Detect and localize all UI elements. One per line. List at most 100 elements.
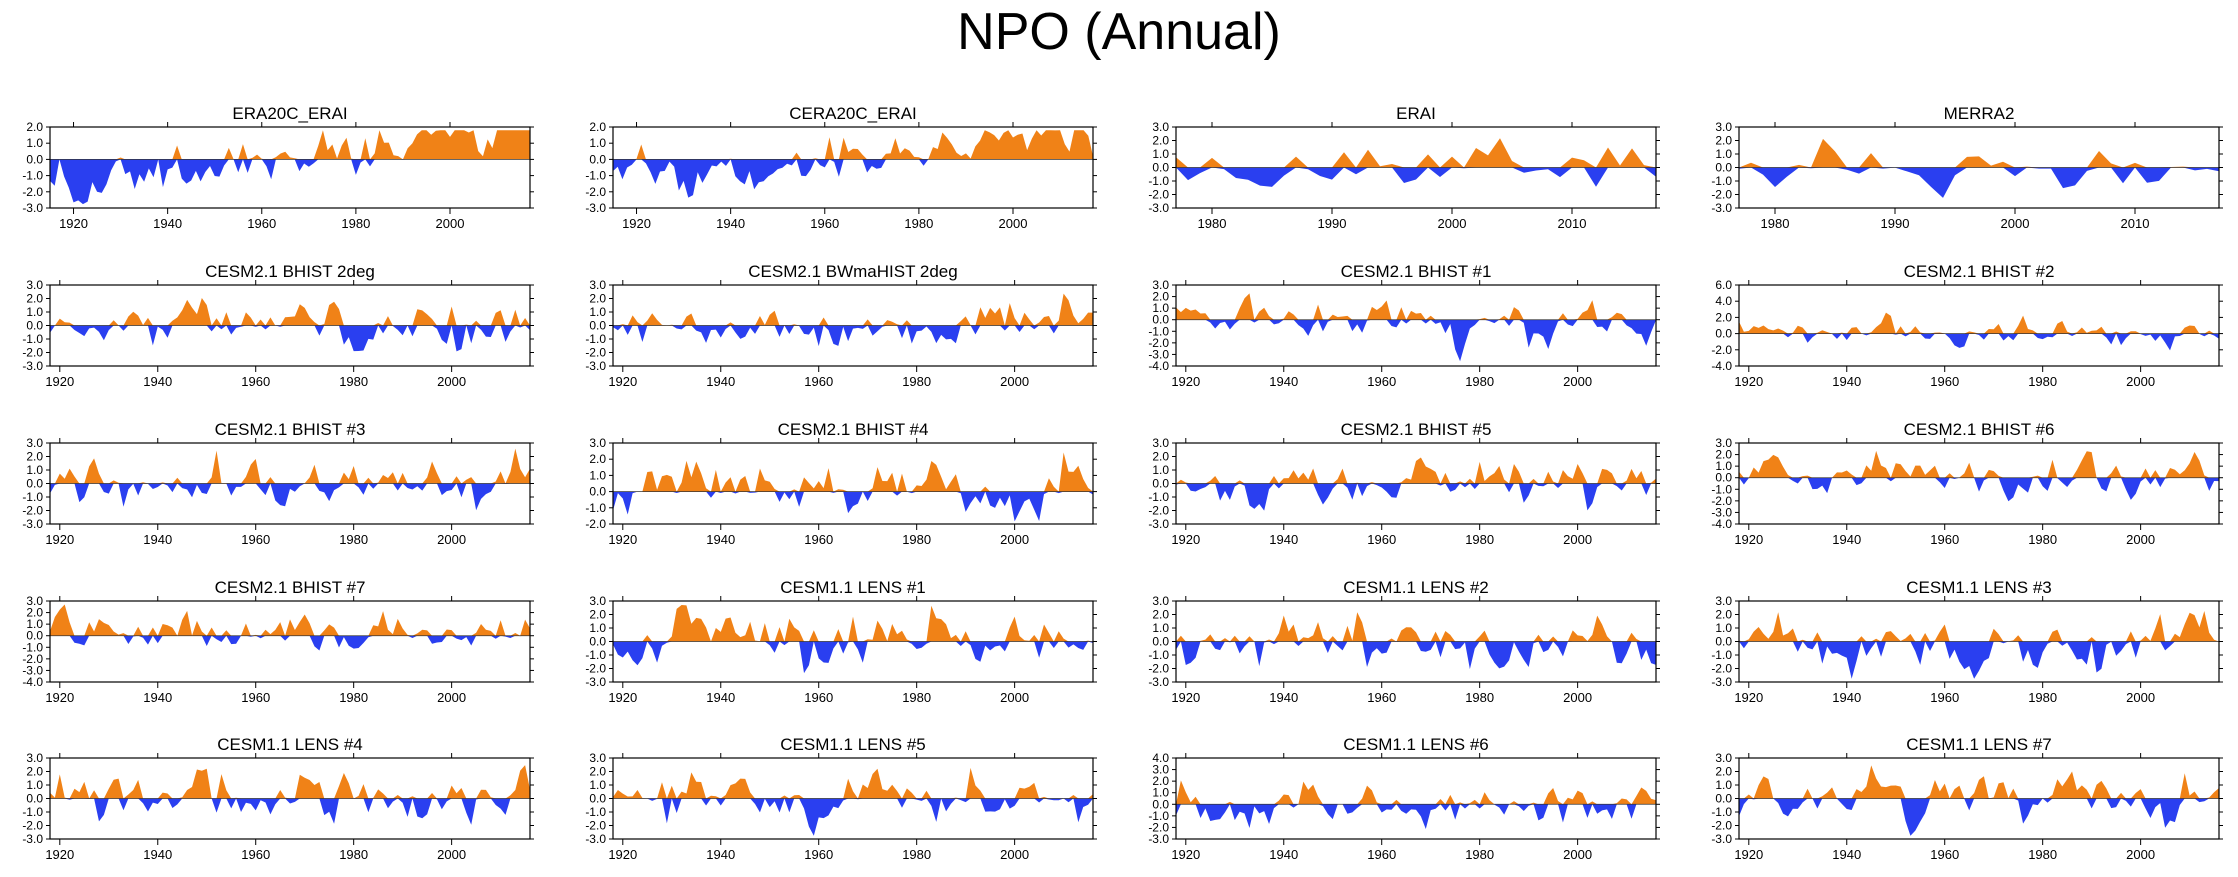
- positive-anomaly-area: [1176, 780, 1656, 805]
- y-tick-label: 3.0: [26, 594, 43, 608]
- x-tick-label: 1920: [608, 532, 637, 547]
- y-tick-label: 2.0: [1715, 448, 1732, 462]
- negative-anomaly-area: [1176, 483, 1656, 511]
- positive-anomaly-area: [1739, 450, 2219, 478]
- y-tick-label: -2.0: [1148, 504, 1169, 518]
- panel-title: CESM2.1 BHIST #1: [1341, 262, 1492, 281]
- plot-frame: [1738, 284, 2220, 367]
- plot-frame: [612, 126, 1094, 209]
- y-tick-label: 1.0: [1715, 621, 1732, 635]
- x-tick-label: 1940: [1832, 532, 1861, 547]
- x-tick-label: 1960: [1930, 374, 1959, 389]
- y-tick-label: 1.0: [589, 305, 606, 319]
- x-tick-label: 1920: [45, 847, 74, 862]
- y-tick-label: -1.0: [585, 805, 606, 819]
- y-tick-label: 2.0: [26, 450, 43, 464]
- y-tick-label: 3.0: [1715, 751, 1732, 765]
- x-tick-label: 1940: [716, 216, 745, 231]
- x-tick-label: 2000: [1438, 216, 1467, 231]
- x-tick-label: 1960: [804, 847, 833, 862]
- y-tick-label: -1.0: [585, 648, 606, 662]
- plot-frame: [612, 442, 1094, 525]
- y-tick-label: -1.0: [22, 169, 43, 183]
- y-tick-label: 1.0: [1152, 621, 1169, 635]
- y-tick-label: -3.0: [585, 359, 606, 373]
- y-tick-label: 1.0: [26, 305, 43, 319]
- y-tick-label: 2.0: [1715, 310, 1732, 324]
- y-tick-label: 1.0: [26, 778, 43, 792]
- negative-anomaly-area: [1176, 319, 1656, 362]
- positive-anomaly-area: [50, 298, 530, 326]
- y-tick-label: 2.0: [1152, 608, 1169, 622]
- x-tick-label: 1940: [143, 374, 172, 389]
- plot-frame: [1175, 284, 1657, 367]
- negative-anomaly-area: [1176, 167, 1656, 187]
- y-tick-label: 4.0: [1715, 294, 1732, 308]
- x-tick-label: 2000: [2001, 216, 2030, 231]
- y-tick-label: -2.0: [1148, 820, 1169, 834]
- y-tick-label: -4.0: [1148, 359, 1169, 373]
- y-tick-label: -3.0: [1148, 517, 1169, 531]
- panel-title: CESM2.1 BHIST #6: [1904, 420, 2055, 439]
- y-tick-label: 0.0: [26, 152, 43, 166]
- x-tick-label: 2000: [1563, 847, 1592, 862]
- x-tick-label: 1980: [2028, 690, 2057, 705]
- x-tick-label: 1960: [1367, 690, 1396, 705]
- x-tick-label: 1980: [1198, 216, 1227, 231]
- x-tick-label: 2000: [1563, 532, 1592, 547]
- y-tick-label: -3.0: [1711, 505, 1732, 519]
- y-tick-label: 2.0: [1715, 765, 1732, 779]
- x-tick-label: 1980: [339, 690, 368, 705]
- negative-anomaly-area: [50, 483, 530, 511]
- x-tick-label: 2000: [437, 690, 466, 705]
- y-tick-label: -2.0: [22, 652, 43, 666]
- positive-anomaly-area: [50, 130, 530, 160]
- negative-anomaly-area: [613, 159, 1093, 198]
- x-tick-label: 1960: [804, 690, 833, 705]
- x-tick-label: 1960: [1367, 532, 1396, 547]
- y-tick-label: -1.0: [22, 332, 43, 346]
- x-tick-label: 1980: [341, 216, 370, 231]
- panel-title: ERAI: [1396, 104, 1436, 123]
- x-tick-label: 1920: [1171, 690, 1200, 705]
- y-tick-label: -2.0: [1711, 188, 1732, 202]
- panel-title: CESM1.1 LENS #6: [1343, 735, 1489, 754]
- y-tick-label: 0.0: [589, 152, 606, 166]
- figure-title: NPO (Annual): [957, 3, 1281, 61]
- y-tick-label: 0.0: [589, 635, 606, 649]
- x-tick-label: 1980: [1465, 690, 1494, 705]
- y-tick-label: 3.0: [1715, 436, 1732, 450]
- x-tick-label: 1920: [45, 374, 74, 389]
- y-tick-label: 0.0: [589, 792, 606, 806]
- y-tick-label: -2.0: [1711, 494, 1732, 508]
- panel-title: CESM1.1 LENS #7: [1906, 735, 2052, 754]
- y-tick-label: 1.0: [1715, 778, 1732, 792]
- y-tick-label: -3.0: [22, 517, 43, 531]
- y-tick-label: 1.0: [26, 617, 43, 631]
- positive-anomaly-area: [613, 767, 1093, 799]
- positive-anomaly-area: [50, 604, 530, 636]
- negative-anomaly-area: [1739, 167, 2219, 198]
- y-tick-label: 2.0: [26, 120, 43, 134]
- y-tick-label: 2.0: [1715, 608, 1732, 622]
- y-tick-label: 6.0: [1715, 278, 1732, 292]
- x-tick-label: 1960: [1367, 847, 1396, 862]
- x-tick-label: 1940: [706, 847, 735, 862]
- y-tick-label: 0.0: [589, 319, 606, 333]
- positive-anomaly-area: [1176, 612, 1656, 642]
- y-tick-label: 3.0: [1152, 436, 1169, 450]
- y-tick-label: -4.0: [22, 675, 43, 689]
- negative-anomaly-area: [1176, 804, 1656, 830]
- panel-title: CERA20C_ERAI: [789, 104, 917, 123]
- x-tick-label: 1980: [339, 532, 368, 547]
- negative-anomaly-area: [50, 635, 530, 651]
- y-tick-label: -2.0: [1148, 662, 1169, 676]
- x-tick-label: 2000: [1000, 532, 1029, 547]
- x-tick-label: 1960: [247, 216, 276, 231]
- x-tick-label: 1920: [608, 374, 637, 389]
- y-tick-label: 2.0: [1152, 774, 1169, 788]
- y-tick-label: 3.0: [1152, 594, 1169, 608]
- x-tick-label: 1920: [1171, 847, 1200, 862]
- panel-title: CESM2.1 BHIST 2deg: [205, 262, 375, 281]
